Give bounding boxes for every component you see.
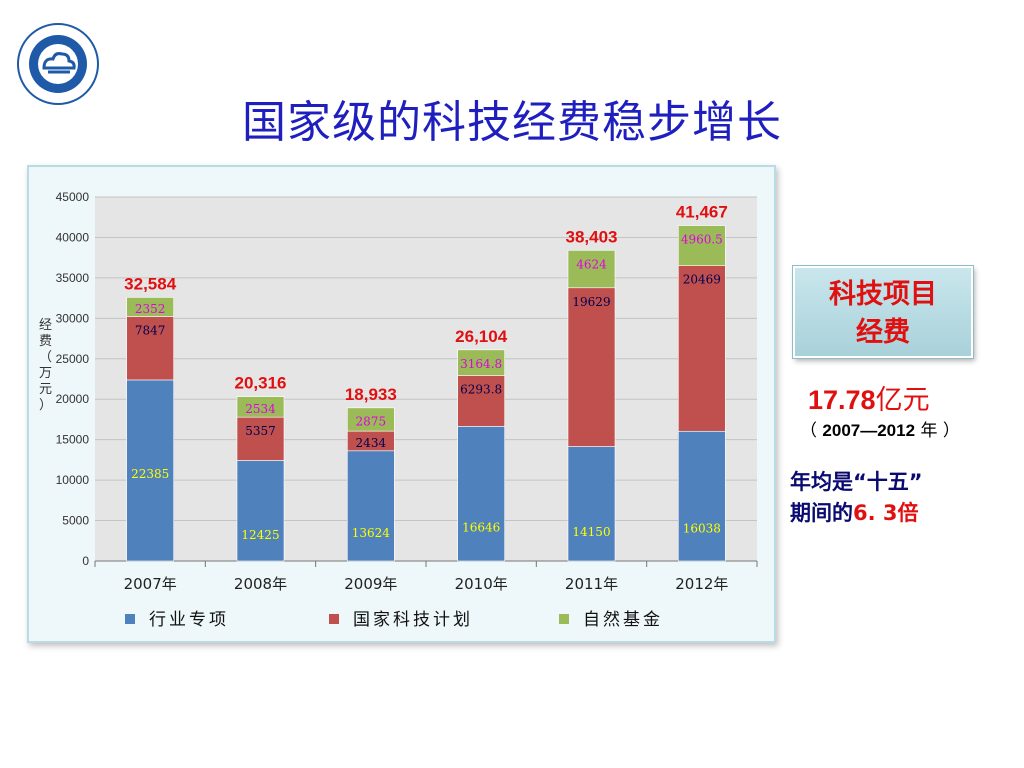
note-line-1: 年均是“十五” (790, 470, 923, 494)
period-open: （ (800, 421, 823, 441)
note-value: 6. 3倍 (853, 501, 919, 525)
bar-segment (457, 349, 505, 376)
y-axis-label-char: 万 (39, 366, 52, 381)
legend-swatch (329, 614, 339, 624)
bar-segment (236, 416, 285, 461)
y-tick-label: 35000 (56, 271, 90, 285)
y-axis-label-char: 费 (39, 334, 52, 349)
bar-data-label: 22385 (131, 467, 169, 481)
bar-segment (457, 426, 505, 562)
bar-data-label: 4624 (576, 257, 607, 271)
legend-label: 行业专项 (149, 610, 229, 630)
period-range: 2007—2012 (822, 421, 916, 440)
plot-area (95, 197, 757, 561)
bar-data-label: 6293.8 (460, 382, 502, 396)
total-amount: 17.78亿元 (808, 378, 930, 417)
x-tick-label: 2007年 (124, 575, 177, 593)
bar-data-label: 19629 (572, 295, 610, 309)
legend-label: 自然基金 (583, 610, 663, 630)
y-axis-label-char: （ (39, 350, 52, 365)
y-axis-label-char: 经 (39, 318, 52, 333)
y-tick-label: 20000 (56, 392, 90, 406)
bar-segment (347, 450, 395, 562)
x-tick-label: 2010年 (455, 575, 508, 593)
y-axis-label-char: ） (39, 398, 52, 413)
y-tick-label: 5000 (62, 514, 89, 528)
y-tick-label: 45000 (56, 190, 90, 204)
bar-data-label: 3164.8 (460, 357, 502, 371)
bar-segment (126, 297, 174, 317)
bar-segment (678, 430, 726, 562)
y-axis-label-char: 元 (39, 382, 52, 397)
y-tick-label: 30000 (56, 311, 90, 325)
y-tick-label: 40000 (56, 230, 90, 244)
x-tick-label: 2008年 (234, 575, 287, 593)
bar-data-label: 20469 (683, 273, 721, 287)
bar-total-label: 41,467 (676, 203, 728, 222)
y-tick-label: 0 (82, 554, 89, 568)
bar-segment (126, 379, 174, 562)
bar-data-label: 2434 (356, 436, 387, 450)
y-tick-label: 15000 (56, 433, 90, 447)
box-line-1: 科技项目 (829, 279, 937, 310)
y-tick-label: 10000 (56, 473, 90, 487)
legend-swatch (559, 614, 569, 624)
bar-data-label: 13624 (352, 526, 391, 540)
bar-total-label: 18,933 (345, 385, 397, 404)
period-label: （ 2007—2012 年 ） (800, 416, 960, 441)
total-unit: 亿元 (875, 385, 930, 416)
bar-data-label: 2352 (135, 302, 166, 316)
period-close: 年 ） (915, 421, 960, 441)
bar-total-label: 32,584 (124, 274, 177, 293)
bar-segment (678, 225, 726, 266)
bar-total-label: 20,316 (235, 374, 287, 393)
page-title: 国家级的科技经费稳步增长 (242, 97, 782, 148)
bar-data-label: 16646 (462, 520, 500, 534)
bar-total-label: 38,403 (566, 227, 618, 246)
bar-segment (236, 396, 285, 418)
bar-segment (126, 316, 174, 381)
chart-panel: 0 5000 10000 15000 20000 25000 30000 35000 40000… (27, 165, 776, 643)
bar-data-label: 2875 (356, 414, 387, 428)
x-tick-label: 2009年 (344, 575, 397, 593)
bar-segment (347, 407, 395, 432)
y-tick-label: 25000 (56, 352, 90, 366)
tech-funding-box: 科技项目 经费 (793, 266, 973, 358)
bar-segment (567, 287, 616, 447)
stacked-bar-chart: 0 5000 10000 15000 20000 25000 30000 35000 40000… (39, 190, 758, 630)
bar-segment (457, 375, 505, 427)
bar-data-label: 14150 (572, 525, 610, 539)
bar-segment (567, 250, 616, 289)
x-tick-label: 2011年 (565, 575, 618, 593)
legend-label: 国家科技计划 (353, 610, 473, 630)
bar-total-label: 26,104 (455, 327, 508, 346)
bar-data-label: 7847 (135, 323, 166, 337)
note-prefix: 期间的 (790, 501, 853, 525)
bar-data-label: 5357 (245, 424, 276, 438)
bar-data-label: 4960.5 (681, 233, 723, 247)
cma-logo (10, 20, 116, 108)
bar-data-label: 16038 (683, 521, 721, 535)
bar-segment (567, 446, 616, 562)
bar-data-label: 12425 (241, 528, 279, 542)
total-number: 17.78 (808, 385, 876, 415)
note-line-2: 期间的6. 3倍 (790, 498, 923, 529)
legend-swatch (125, 614, 135, 624)
bar-segment (236, 460, 285, 562)
box-line-2: 经费 (856, 317, 910, 348)
bar-data-label: 2534 (245, 402, 276, 416)
growth-note: 年均是“十五” 期间的6. 3倍 (790, 467, 923, 529)
x-tick-label: 2012年 (675, 575, 728, 593)
bar-segment (678, 265, 726, 432)
